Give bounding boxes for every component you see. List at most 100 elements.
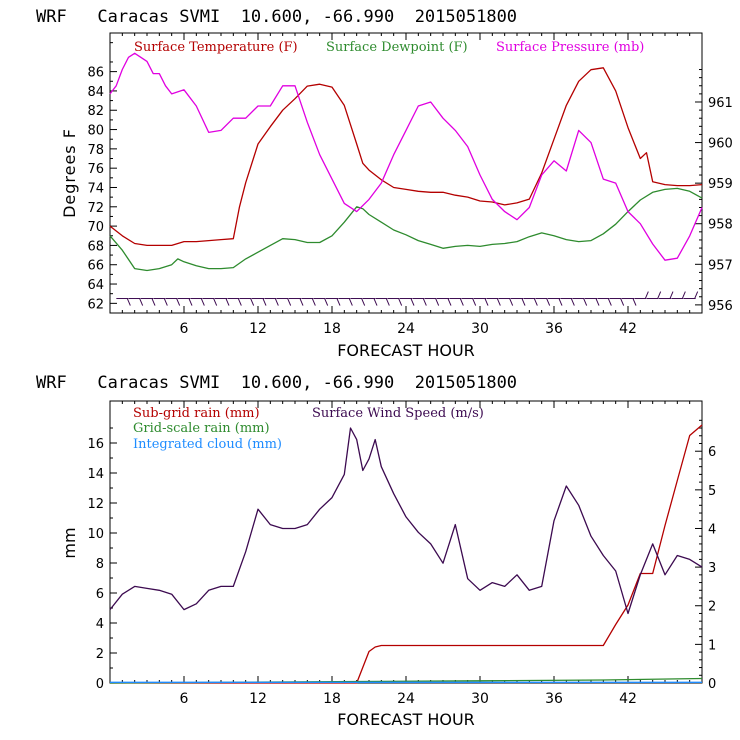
wind-barb-flag [607, 298, 612, 306]
panel2-series-surface-wind-speed-m-s [109, 427, 703, 615]
legend-integrated-cloud: Integrated cloud (mm) [133, 437, 282, 452]
panel1-ytick-label: 80 [87, 124, 104, 139]
panel1-y2tick-label: 957 [708, 258, 733, 273]
panel1-ytick-label: 86 [87, 66, 104, 81]
wind-barb-flag [250, 298, 255, 306]
wind-barb-flag [669, 291, 674, 299]
panel1-xlabel: FORECAST HOUR [337, 341, 475, 360]
legend-subgrid-rain: Sub-grid rain (mm) [133, 406, 260, 421]
wind-barb-flag [644, 291, 649, 299]
panel2-xtick-label: 42 [619, 691, 637, 707]
panel2-xtick-label: 30 [471, 691, 489, 707]
wind-barb-flag [570, 298, 575, 306]
legend-pressure: Surface Pressure (mb) [496, 40, 644, 55]
panel2-xtick-label: 6 [180, 691, 189, 707]
wind-barb-flag [287, 298, 292, 306]
panel2-xtick-label: 12 [249, 691, 267, 707]
legend-dewpoint: Surface Dewpoint (F) [326, 40, 468, 55]
wind-barb-flag [299, 298, 304, 306]
wind-barb-flag [472, 298, 477, 306]
wind-barb-flag [237, 298, 242, 306]
wind-barb-flag [176, 298, 181, 306]
wind-barb-flag [509, 298, 514, 306]
wind-barb-flag [681, 291, 686, 299]
panel1-frame [109, 32, 703, 314]
wind-barb-flag [311, 298, 316, 306]
wind-barb-flag [422, 298, 427, 306]
wind-barb-flag [225, 298, 230, 306]
panel2-y2tick-label: 6 [708, 445, 716, 460]
wind-barb-flag [385, 298, 390, 306]
panel2-y2tick-label: 1 [708, 638, 716, 653]
wind-barb-flag [694, 291, 699, 299]
panel2-y2tick-label: 2 [708, 600, 716, 615]
panel1-ytick-label: 72 [87, 201, 104, 216]
panel2-y2tick-label: 0 [708, 677, 716, 692]
panel2-ytick-label: 10 [87, 527, 104, 542]
wind-barb-flag [398, 298, 403, 306]
panel1-y2tick-label: 961 [708, 96, 733, 111]
panel2-y2tick-label: 4 [708, 522, 716, 537]
wind-barb-flag [459, 298, 464, 306]
panel2-title: WRF Caracas SVMI 10.600, -66.990 2015051… [36, 373, 517, 393]
panel2-xtick-label: 36 [545, 691, 563, 707]
legend-gridscale-rain: Grid-scale rain (mm) [133, 421, 270, 436]
panel1-y2tick-label: 956 [708, 299, 733, 314]
wind-barb-flag [262, 298, 267, 306]
panel1-xtick-label: 18 [323, 321, 341, 337]
legend-temperature: Surface Temperature (F) [134, 40, 298, 55]
wind-barb-flag [361, 298, 366, 306]
panel1-ytick-label: 76 [87, 162, 104, 177]
panel1-ytick-label: 78 [87, 143, 104, 158]
wind-barb-flag [200, 298, 205, 306]
panel1-y2tick-label: 958 [708, 218, 733, 233]
panel2-ytick-label: 6 [96, 587, 104, 602]
panel1-ylabel: Degrees F [60, 128, 79, 218]
wind-barb-flag [496, 298, 501, 306]
wind-barbs [116, 291, 699, 306]
panel1-ytick-label: 74 [87, 181, 104, 196]
wind-barb-flag [484, 298, 489, 306]
panel2-xtick-label: 24 [397, 691, 415, 707]
panel1-y2tick-label: 959 [708, 177, 733, 192]
panel2-ytick-label: 12 [87, 497, 104, 512]
panel1-y2tick-label: 960 [708, 137, 733, 152]
wind-barb-flag [447, 298, 452, 306]
panel1-ytick-label: 70 [87, 220, 104, 235]
panel1-ytick-label: 62 [87, 297, 104, 312]
wind-barb-flag [163, 298, 168, 306]
wind-barb-flag [521, 298, 526, 306]
wind-barb-flag [336, 298, 341, 306]
wind-barb-flag [213, 298, 218, 306]
panel1-ytick-label: 68 [87, 239, 104, 254]
legend-wind-speed: Surface Wind Speed (m/s) [312, 406, 484, 421]
wind-barb-flag [139, 298, 144, 306]
wind-barb-flag [546, 298, 551, 306]
wind-barb-flag [533, 298, 538, 306]
panel1-series-surface-temperature-f [109, 67, 703, 247]
wind-barb-flag [657, 291, 662, 299]
wind-barb-flag [632, 298, 637, 306]
wind-barb-flag [410, 298, 415, 306]
panel2-xtick-label: 18 [323, 691, 341, 707]
precipitation-panel: WRF Caracas SVMI 10.600, -66.990 2015051… [36, 373, 716, 729]
wind-barb-flag [274, 298, 279, 306]
wind-barb-flag [435, 298, 440, 306]
wind-barb-flag [126, 298, 131, 306]
panel2-y2tick-label: 3 [708, 561, 716, 576]
wind-barb-flag [324, 298, 329, 306]
wind-barb-flag [620, 298, 625, 306]
panel2-ylabel: mm [60, 527, 79, 558]
wind-barb-flag [188, 298, 193, 306]
wind-barb-flag [348, 298, 353, 306]
temperature-panel: WRF Caracas SVMI 10.600, -66.990 2015051… [36, 7, 733, 360]
panel1-xtick-label: 24 [397, 321, 415, 337]
panel1-ytick-label: 82 [87, 104, 104, 119]
panel2-series [109, 424, 703, 684]
panel1-xtick-label: 12 [249, 321, 267, 337]
panel1-series-surface-dewpoint-f [109, 187, 703, 272]
panel1-title: WRF Caracas SVMI 10.600, -66.990 2015051… [36, 7, 517, 27]
wind-barb-flag [595, 298, 600, 306]
wind-barb-flag [558, 298, 563, 306]
